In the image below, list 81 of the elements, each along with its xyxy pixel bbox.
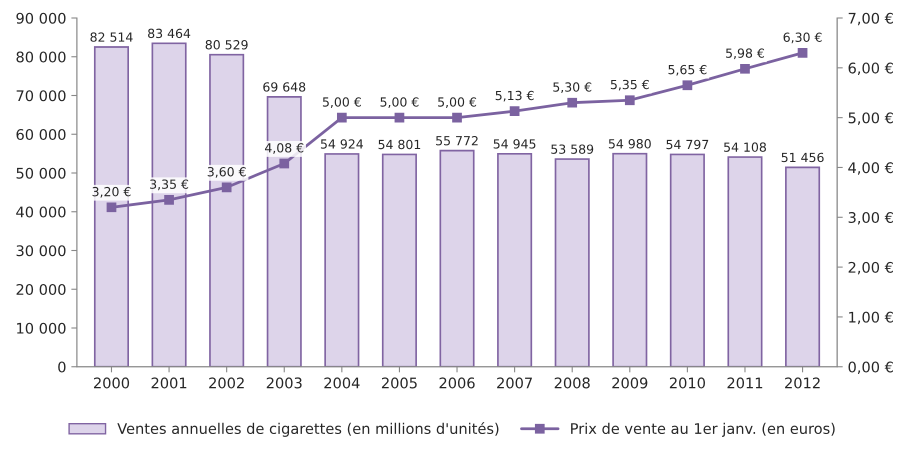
data-label: 3,35 €: [150, 179, 188, 190]
point: [222, 182, 232, 192]
y-tick-label: 0: [58, 361, 66, 372]
x-tick-label: 2005: [382, 377, 417, 388]
bar: [382, 154, 417, 367]
point: [452, 112, 462, 123]
x-tick-label: 2010: [670, 377, 705, 388]
point: [279, 158, 290, 168]
data-label: 51 456: [782, 152, 824, 162]
data-label: 5,00 €: [380, 97, 418, 108]
y-tick-label: 90 000: [16, 12, 66, 24]
x-tick-label: 2008: [554, 377, 590, 388]
data-label: 5,30 €: [553, 82, 592, 94]
data-label: 53 589: [551, 144, 594, 154]
bar: [727, 156, 763, 367]
y-tick-label: 30 000: [16, 245, 66, 256]
x-tick-label: 2001: [152, 377, 186, 388]
data-label: 5,98 €: [726, 48, 764, 60]
data-label: 5,35 €: [610, 80, 649, 91]
data-label: 54 945: [494, 139, 536, 149]
y-tick-label: 20 000: [16, 284, 66, 295]
y2-tick-label: 4,00 €: [848, 162, 893, 175]
point: [798, 48, 808, 58]
bar: [612, 152, 648, 367]
y-tick-label: 10 000: [17, 322, 66, 334]
bar: [497, 153, 532, 367]
y-tick-label: 70 000: [16, 90, 66, 102]
point: [740, 64, 750, 74]
x-tick-label: 2006: [440, 377, 475, 388]
bar: [554, 158, 590, 367]
point: [106, 202, 116, 212]
data-label: 83 464: [148, 28, 190, 38]
y2-tick-label: 6,00 €: [848, 62, 893, 76]
bar: [324, 153, 360, 367]
x-tick-label: 2007: [497, 377, 532, 388]
data-label: 5,13 €: [496, 90, 534, 102]
point: [567, 98, 578, 108]
point: [624, 95, 635, 106]
data-label: 80 529: [206, 40, 248, 50]
data-label: 3,20 €: [92, 186, 131, 198]
x-tick-label: 2002: [209, 377, 244, 388]
y-tick-label: 60 000: [16, 128, 66, 140]
data-label: 4,08 €: [264, 143, 304, 154]
y2-tick-label: 5,00 €: [848, 112, 893, 125]
y2-tick-label: 1,00 €: [849, 312, 893, 324]
point: [510, 106, 520, 116]
data-label: 5,65 €: [668, 64, 706, 76]
bar: [439, 150, 475, 367]
y2-tick-label: 0,00 €: [848, 361, 893, 374]
y-tick-label: 80 000: [16, 51, 66, 62]
y2-tick-label: 3,00 €: [848, 212, 893, 225]
data-label: 5,00 €: [438, 97, 476, 108]
data-label: 54 924: [320, 139, 364, 149]
x-tick-label: 2004: [324, 377, 360, 388]
point: [336, 112, 347, 123]
x-tick-label: 2009: [612, 377, 648, 388]
y-tick-label: 50 000: [16, 168, 66, 179]
data-label: 54 108: [724, 142, 766, 152]
legend-label: Ventes annuelles de cigarettes (en millions d'unités): [117, 422, 498, 437]
data-label: 69 648: [263, 82, 306, 92]
point: [682, 80, 692, 90]
x-tick-label: 2000: [94, 377, 130, 388]
x-tick-label: 2012: [785, 377, 820, 388]
data-label: 54 980: [608, 139, 651, 149]
data-label: 54 801: [378, 140, 420, 150]
data-label: 54 797: [666, 140, 708, 150]
data-label: 5,00 €: [322, 97, 361, 108]
data-label: 55 772: [436, 136, 478, 146]
point: [394, 112, 404, 123]
y2-tick-label: 7,00 €: [848, 12, 893, 26]
point: [164, 194, 174, 205]
x-tick-label: 2011: [727, 377, 762, 388]
legend-label: Prix de vente au 1er janv. (en euros): [571, 422, 835, 437]
data-label: 82 514: [90, 32, 133, 42]
bar: [670, 154, 705, 367]
x-tick-label: 2003: [266, 377, 302, 388]
y2-tick-label: 2,00 €: [848, 262, 893, 274]
data-label: 3,60 €: [208, 167, 246, 178]
bar: [785, 166, 820, 367]
data-label: 6,30 €: [784, 32, 822, 44]
y-tick-label: 40 000: [16, 206, 66, 218]
